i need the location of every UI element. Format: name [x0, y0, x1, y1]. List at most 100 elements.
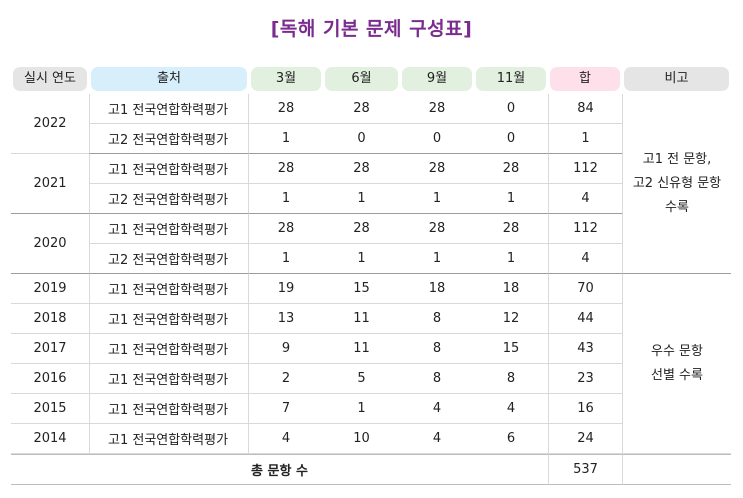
page-title: [독해 기본 문제 구성표] — [270, 18, 473, 40]
june-cell: 28 — [323, 214, 400, 244]
sum-cell: 1 — [548, 124, 622, 154]
sum-cell: 44 — [548, 304, 622, 334]
header-june: 6월 — [323, 67, 400, 94]
source-cell: 고2 전국연합학력평가 — [89, 184, 249, 214]
march-cell: 28 — [249, 94, 323, 124]
year-cell: 2022 — [11, 94, 89, 154]
source-cell: 고1 전국연합학력평가 — [89, 364, 249, 394]
sum-cell: 84 — [548, 94, 622, 124]
march-cell: 4 — [249, 424, 323, 454]
march-cell: 13 — [249, 304, 323, 334]
march-cell: 1 — [249, 184, 323, 214]
source-cell: 고2 전국연합학력평가 — [89, 124, 249, 154]
september-cell: 28 — [400, 94, 474, 124]
source-cell: 고1 전국연합학력평가 — [89, 274, 249, 304]
total-label: 총 문항 수 — [11, 454, 548, 485]
sum-cell: 16 — [548, 394, 622, 424]
june-cell: 5 — [323, 364, 400, 394]
march-cell: 2 — [249, 364, 323, 394]
source-cell: 고1 전국연합학력평가 — [89, 334, 249, 364]
source-cell: 고1 전국연합학력평가 — [89, 394, 249, 424]
march-cell: 1 — [249, 124, 323, 154]
june-cell: 10 — [323, 424, 400, 454]
november-cell: 4 — [474, 394, 548, 424]
september-cell: 8 — [400, 364, 474, 394]
november-cell: 18 — [474, 274, 548, 304]
header-sum: 합 — [548, 67, 622, 94]
table-row: 2017 고1 전국연합학력평가 9 11 8 15 43 — [11, 334, 731, 364]
sum-cell: 24 — [548, 424, 622, 454]
total-row: 총 문항 수 537 — [11, 454, 731, 485]
year-cell: 2014 — [11, 424, 89, 454]
june-cell: 0 — [323, 124, 400, 154]
november-cell: 0 — [474, 124, 548, 154]
sum-cell: 70 — [548, 274, 622, 304]
june-cell: 11 — [323, 334, 400, 364]
source-cell: 고1 전국연합학력평가 — [89, 304, 249, 334]
september-cell: 28 — [400, 214, 474, 244]
year-cell: 2018 — [11, 304, 89, 334]
sum-cell: 4 — [548, 184, 622, 214]
source-cell: 고1 전국연합학력평가 — [89, 214, 249, 244]
september-cell: 28 — [400, 154, 474, 184]
november-cell: 1 — [474, 244, 548, 274]
header-row: 실시 연도 출처 3월 6월 9월 11월 합 비고 — [11, 67, 731, 94]
composition-table: 실시 연도 출처 3월 6월 9월 11월 합 비고 2022 고1 전국연합학… — [11, 67, 731, 485]
table-row: 2022 고1 전국연합학력평가 28 28 28 0 84 고1 전 문항, … — [11, 94, 731, 274]
june-cell: 1 — [323, 244, 400, 274]
table-row: 2015 고1 전국연합학력평가 7 1 4 4 16 — [11, 394, 731, 424]
march-cell: 7 — [249, 394, 323, 424]
september-cell: 4 — [400, 394, 474, 424]
september-cell: 4 — [400, 424, 474, 454]
year-cell: 2017 — [11, 334, 89, 364]
header-year: 실시 연도 — [11, 67, 89, 94]
june-cell: 1 — [323, 394, 400, 424]
year-cell: 2020 — [11, 214, 89, 274]
november-cell: 15 — [474, 334, 548, 364]
september-cell: 0 — [400, 124, 474, 154]
november-cell: 28 — [474, 154, 548, 184]
source-cell: 고1 전국연합학력평가 — [89, 154, 249, 184]
note-cell: 우수 문항 선별 수록 — [622, 274, 731, 454]
note-cell: 고1 전 문항, 고2 신유형 문항 수록 — [622, 94, 731, 274]
table-row: 고2 전국연합학력평가 1 1 1 1 4 — [11, 184, 731, 214]
june-cell: 28 — [323, 94, 400, 124]
year-cell: 2016 — [11, 364, 89, 394]
june-cell: 15 — [323, 274, 400, 304]
table-row: 2020 고1 전국연합학력평가 28 28 28 28 112 — [11, 214, 731, 274]
table-row: 고2 전국연합학력평가 1 0 0 0 1 — [11, 124, 731, 154]
march-cell: 19 — [249, 274, 323, 304]
november-cell: 12 — [474, 304, 548, 334]
march-cell: 9 — [249, 334, 323, 364]
source-cell: 고1 전국연합학력평가 — [89, 94, 249, 124]
header-november: 11월 — [474, 67, 548, 94]
november-cell: 6 — [474, 424, 548, 454]
total-value: 537 — [548, 454, 622, 485]
march-cell: 28 — [249, 154, 323, 184]
november-cell: 8 — [474, 364, 548, 394]
sum-cell: 23 — [548, 364, 622, 394]
sum-cell: 112 — [548, 214, 622, 244]
table-row: 2016 고1 전국연합학력평가 2 5 8 8 23 — [11, 364, 731, 394]
header-september: 9월 — [400, 67, 474, 94]
table-row: 2018 고1 전국연합학력평가 13 11 8 12 44 — [11, 304, 731, 334]
year-cell: 2015 — [11, 394, 89, 424]
sum-cell: 4 — [548, 244, 622, 274]
november-cell: 1 — [474, 184, 548, 214]
september-cell: 8 — [400, 304, 474, 334]
september-cell: 1 — [400, 184, 474, 214]
table-row: 고2 전국연합학력평가 1 1 1 1 4 — [11, 244, 731, 274]
november-cell: 0 — [474, 94, 548, 124]
sum-cell: 112 — [548, 154, 622, 184]
june-cell: 1 — [323, 184, 400, 214]
year-cell: 2019 — [11, 274, 89, 304]
june-cell: 11 — [323, 304, 400, 334]
september-cell: 1 — [400, 244, 474, 274]
september-cell: 8 — [400, 334, 474, 364]
table-row: 2019 고1 전국연합학력평가 19 15 18 18 70 우수 문항 선별… — [11, 274, 731, 454]
source-cell: 고1 전국연합학력평가 — [89, 424, 249, 454]
header-source: 출처 — [89, 67, 249, 94]
header-note: 비고 — [622, 67, 731, 94]
november-cell: 28 — [474, 214, 548, 244]
march-cell: 1 — [249, 244, 323, 274]
